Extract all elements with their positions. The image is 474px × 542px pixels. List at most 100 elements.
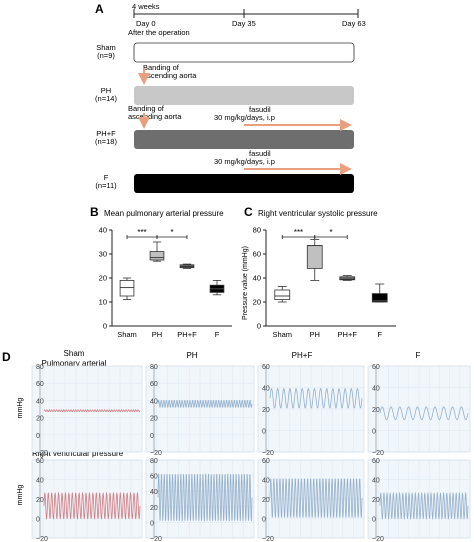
fasudil-label-f: fasudil [249,149,271,158]
group-n: (n=9) [97,51,115,60]
x-tick-label: PH+F [177,330,197,339]
trace-y-tick-label: 0 [262,517,266,524]
trace-y-tick-label: 0 [36,433,40,440]
group-bar [134,130,354,149]
trace-ylabel-row1: mmHg [17,398,24,419]
col-title-f: F [416,351,421,360]
y-tick-label: 40 [253,274,261,283]
fasudil-dose-f: 30 mg/kg/days, i.p [214,157,275,166]
panel-d-letter: D [2,350,11,364]
panel-a: A 4 weeks Day 0 After the operation Day … [95,2,366,193]
trace-y-tick-label: −20 [262,450,274,457]
group-name: PH [101,86,111,95]
x-tick-label: Sham [272,330,292,339]
significance-label: * [329,228,332,237]
pressure-waveform [157,399,253,408]
day35-label: Day 35 [232,19,256,28]
banding-label-ph-line1: Banding of [143,63,180,72]
day63-label: Day 63 [342,19,366,28]
group-n: (n=11) [95,181,117,190]
trace-y-tick-label: −20 [36,450,48,457]
trace-y-tick-label: −20 [36,536,48,542]
group-n: (n=18) [95,137,117,146]
trace-y-tick-label: −20 [262,536,274,542]
box-body [306,245,323,269]
x-tick-label: PH+F [338,330,358,339]
significance-label: * [170,228,173,237]
x-tick-label: PH [310,330,320,339]
col-title-ph: PH [186,351,197,360]
group-bar [134,174,354,193]
banding-label-phf-line1: Banding of [128,104,165,113]
x-tick-label: F [377,330,382,339]
trace-y-tick-label: −20 [150,536,162,542]
box-body [149,251,165,261]
group-bar [134,86,354,105]
y-tick-label: 10 [99,298,107,307]
y-tick-label: 20 [253,298,261,307]
trace-y-tick-label: 0 [150,520,154,527]
trace-y-tick-label: −20 [150,450,162,457]
significance-label: *** [294,228,303,237]
group-n: (n=14) [95,94,117,103]
y-tick-label: 0 [257,322,261,331]
panel-b-letter: B [90,205,99,219]
group-name: PH+F [96,129,116,138]
group-name: F [104,173,109,182]
y-tick-label: 30 [99,250,107,259]
group-name: Sham [96,43,116,52]
y-tick-label: 40 [99,226,107,235]
group-f: F (n=11) [95,173,354,193]
group-ph: PH (n=14) [95,86,354,105]
group-bar [133,42,355,63]
pressure-waveform [379,406,469,421]
pressure-waveform [43,491,141,520]
col-title-phf: PH+F [292,351,313,360]
pressure-waveform [379,491,469,521]
x-tick-label: PH [152,330,162,339]
box-body [339,276,356,281]
row-label-rv: Right ventricular pressure [32,449,124,458]
pressure-waveform [43,409,141,413]
x-tick-label: F [215,330,220,339]
panel-c-ylabel: Pressure value (mmHg) [242,246,249,320]
y-tick-label: 80 [253,226,261,235]
group-ph-f: PH+F (n=18) [95,129,354,149]
significance-label: *** [137,228,146,237]
trace-y-tick-label: −20 [372,536,384,542]
trace-y-tick-label: 0 [262,429,266,436]
panel-d-traces: 806040200−20806040200−206040200−20604020… [31,364,471,542]
trace-y-tick-label: −20 [372,450,384,457]
box-body [119,279,135,297]
y-tick-label: 0 [103,322,107,331]
trace-ylabel-row2: mmHg [17,485,24,506]
pressure-waveform [157,472,253,522]
banding-label-phf-line2: ascending aorta [128,112,182,121]
pressure-waveform [269,478,363,518]
box-body [371,293,388,303]
trace-y-tick-label: 0 [36,517,40,524]
panel-c-title: Right ventricular systolic pressure [258,209,378,218]
group-sham: Sham (n=9) [96,42,355,63]
panel-a-letter: A [95,2,104,16]
day0-sublabel: After the operation [128,28,190,37]
pressure-waveform [269,388,363,409]
col-title-sham: Sham [64,349,85,358]
banding-label-ph-line2: ascending aorta [143,71,197,80]
fasudil-dose-phf: 30 mg/kg/days, i.p [214,113,275,122]
y-tick-label: 60 [253,250,261,259]
trace-y-tick-label: 0 [372,517,376,524]
panel-c-letter: C [244,205,253,219]
trace-y-tick-label: 0 [150,433,154,440]
x-tick-label: Sham [117,330,137,339]
box-body [274,289,291,301]
